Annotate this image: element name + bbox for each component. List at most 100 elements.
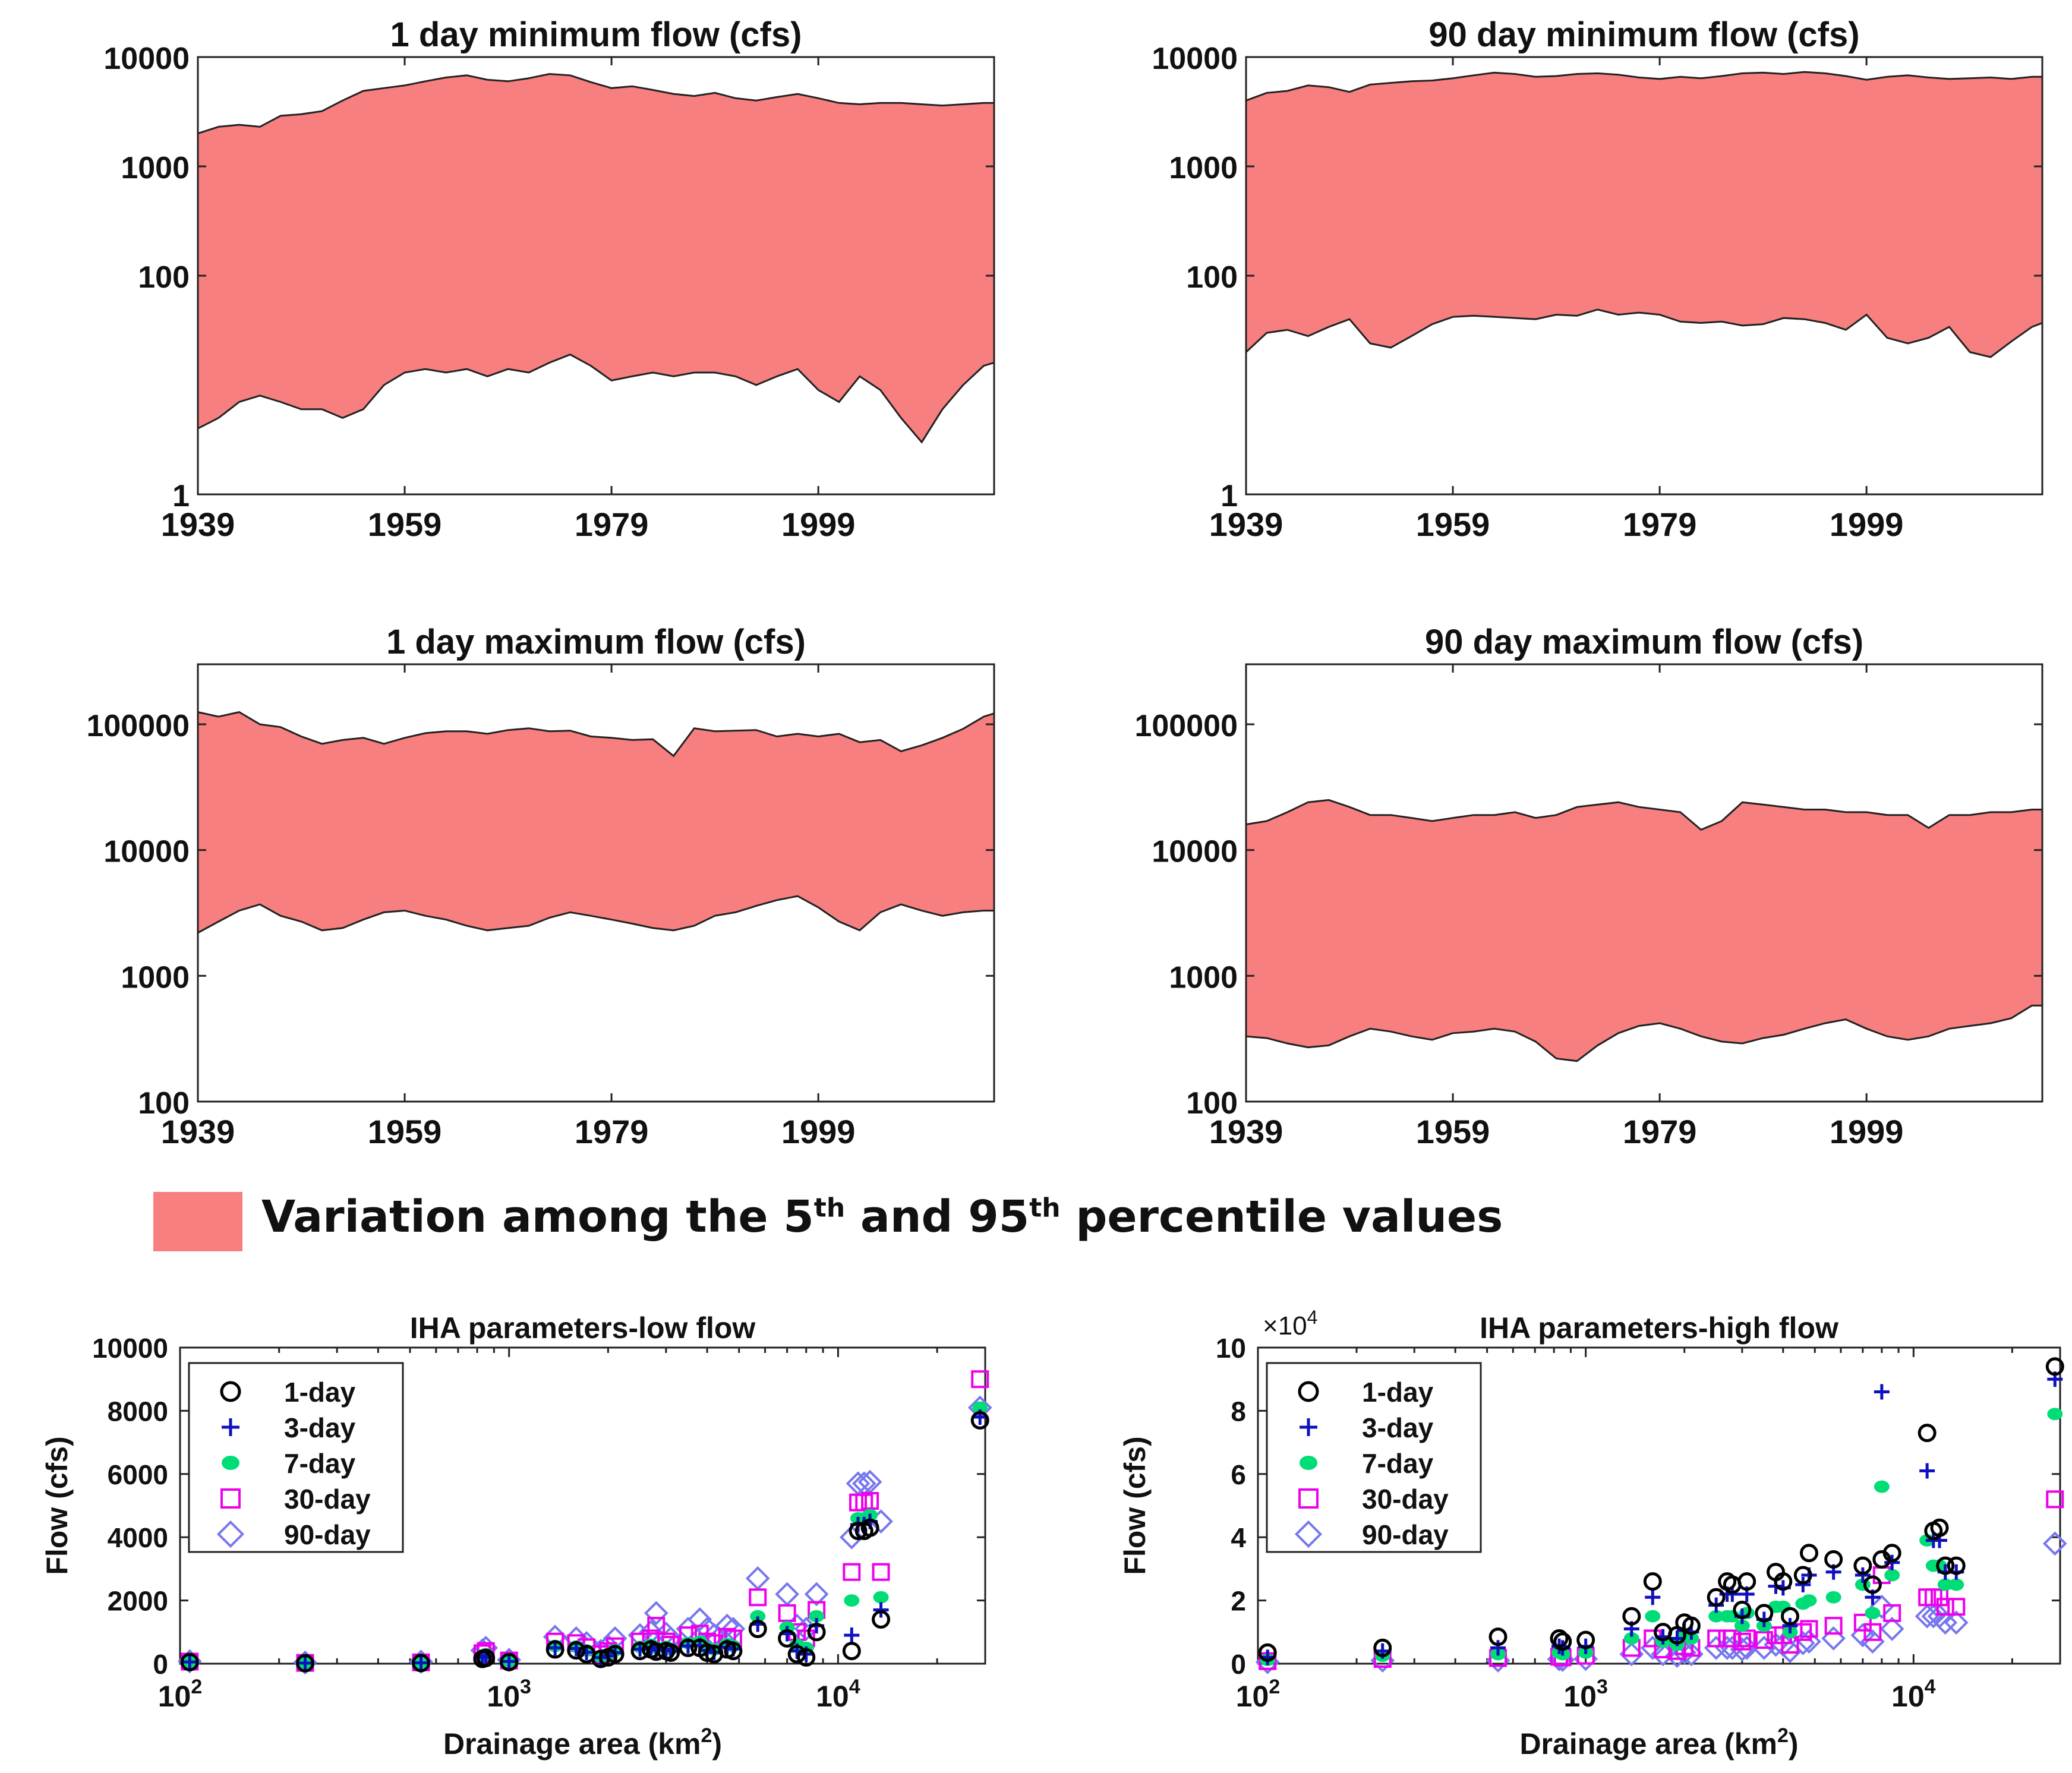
y-tick-label: 100000 bbox=[86, 709, 190, 743]
data-point bbox=[861, 1492, 879, 1510]
y-tick-label: 1000 bbox=[121, 151, 190, 185]
data-point bbox=[1258, 1643, 1277, 1662]
x-tick-label: 102 bbox=[158, 1676, 203, 1713]
data-point bbox=[698, 1643, 717, 1662]
x-tick-label: 1939 bbox=[161, 506, 235, 543]
y-tick-label: 0 bbox=[1231, 1649, 1246, 1680]
y-tick-label: 10 bbox=[1216, 1333, 1246, 1364]
y-tick-label: 1000 bbox=[1169, 151, 1238, 185]
data-point bbox=[500, 1652, 519, 1671]
data-point bbox=[2045, 1357, 2064, 1376]
data-point bbox=[1708, 1610, 1724, 1623]
data-point bbox=[1944, 1610, 1969, 1635]
y-tick-label: 1 bbox=[172, 479, 190, 513]
y-tick-label: 1 bbox=[1221, 479, 1238, 513]
data-point bbox=[477, 1648, 496, 1667]
data-point bbox=[1733, 1601, 1752, 1620]
data-point bbox=[1682, 1616, 1701, 1635]
chart-title: IHA parameters-low flow bbox=[410, 1311, 756, 1345]
data-point bbox=[1937, 1578, 1953, 1591]
x-tick-label: 1959 bbox=[368, 1113, 442, 1150]
data-point bbox=[1863, 1623, 1882, 1641]
data-point bbox=[647, 1617, 666, 1635]
legend-label: 1-day bbox=[1362, 1377, 1434, 1408]
data-point bbox=[661, 1643, 680, 1662]
data-point bbox=[804, 1582, 829, 1607]
legend-marker bbox=[1300, 1456, 1317, 1470]
x-tick-label: 1939 bbox=[1209, 506, 1283, 543]
x-tick-label: 1979 bbox=[1623, 1113, 1697, 1150]
y-tick-label: 10000 bbox=[103, 42, 190, 76]
legend-marker bbox=[1300, 1418, 1317, 1436]
data-point bbox=[1488, 1627, 1508, 1646]
data-point bbox=[807, 1623, 826, 1642]
data-point bbox=[1801, 1594, 1817, 1607]
data-point bbox=[860, 1518, 879, 1537]
x-tick-label: 1959 bbox=[1416, 506, 1490, 543]
data-point bbox=[1643, 1572, 1662, 1591]
legend-label: 7-day bbox=[1362, 1448, 1434, 1479]
data-point bbox=[1797, 1629, 1821, 1654]
x-tick-label: 1979 bbox=[575, 506, 649, 543]
data-point bbox=[679, 1638, 698, 1657]
data-point bbox=[1737, 1572, 1756, 1591]
data-point bbox=[1645, 1589, 1661, 1605]
y-tick-label: 2 bbox=[1231, 1586, 1246, 1617]
data-point bbox=[1921, 1604, 1946, 1629]
y-tick-label: 10000 bbox=[103, 835, 190, 869]
data-point bbox=[1879, 1617, 1904, 1641]
data-point bbox=[1932, 1559, 1948, 1572]
data-point bbox=[1755, 1631, 1773, 1649]
x-tick-label: 1959 bbox=[368, 506, 442, 543]
data-point bbox=[1553, 1632, 1572, 1651]
data-point bbox=[1947, 1556, 1966, 1575]
legend-label: 3-day bbox=[1362, 1412, 1434, 1443]
y-tick-label: 8000 bbox=[108, 1396, 168, 1427]
percentile-5-line bbox=[1245, 1004, 2042, 1062]
legend-marker bbox=[216, 1520, 245, 1548]
percentile-95-line bbox=[1245, 71, 2042, 102]
data-point bbox=[970, 1411, 989, 1430]
data-point bbox=[872, 1563, 890, 1581]
data-point bbox=[1882, 1544, 1901, 1563]
data-point bbox=[715, 1613, 740, 1638]
data-point bbox=[182, 1654, 198, 1670]
y-tick-label: 10000 bbox=[1152, 835, 1238, 869]
x-axis-label: Drainage area (km2) bbox=[1519, 1724, 1798, 1761]
data-point bbox=[778, 1604, 796, 1622]
data-point bbox=[1855, 1567, 1871, 1583]
y-tick-label: 6000 bbox=[108, 1459, 168, 1490]
percentile-5-line bbox=[197, 895, 994, 934]
data-point bbox=[1884, 1569, 1900, 1582]
data-point bbox=[1490, 1640, 1506, 1656]
x-tick-label: 1999 bbox=[1830, 506, 1904, 543]
data-point bbox=[1936, 1598, 1954, 1616]
data-point bbox=[1576, 1630, 1595, 1649]
data-point bbox=[849, 1522, 868, 1541]
data-point bbox=[855, 1493, 873, 1512]
x-tick-label: 104 bbox=[816, 1676, 860, 1713]
data-point bbox=[1947, 1598, 1966, 1616]
data-point bbox=[1799, 1544, 1818, 1563]
data-point bbox=[844, 1594, 860, 1607]
data-point bbox=[1733, 1632, 1751, 1651]
series-3-day bbox=[1260, 1371, 2063, 1665]
data-point bbox=[2042, 1531, 2067, 1556]
data-point bbox=[839, 1525, 864, 1550]
y-tick-label: 100 bbox=[1186, 260, 1238, 295]
band-legend-swatch bbox=[153, 1192, 242, 1251]
data-point bbox=[501, 1654, 517, 1670]
data-point bbox=[1919, 1463, 1935, 1479]
chart-p3: 100 1000 10000 100000 1939 1959 1979 1999 1 day … bbox=[86, 623, 995, 1150]
data-point bbox=[567, 1641, 586, 1660]
plot-frame bbox=[1245, 663, 2043, 1103]
data-point bbox=[1869, 1594, 1894, 1619]
x-tick-label: 1999 bbox=[781, 506, 856, 543]
legend-label: 7-day bbox=[284, 1448, 356, 1479]
data-point bbox=[844, 1627, 860, 1643]
data-point bbox=[971, 1370, 989, 1389]
data-point bbox=[180, 1652, 199, 1671]
data-point bbox=[1800, 1620, 1818, 1638]
x-tick-label: 104 bbox=[1891, 1676, 1936, 1713]
